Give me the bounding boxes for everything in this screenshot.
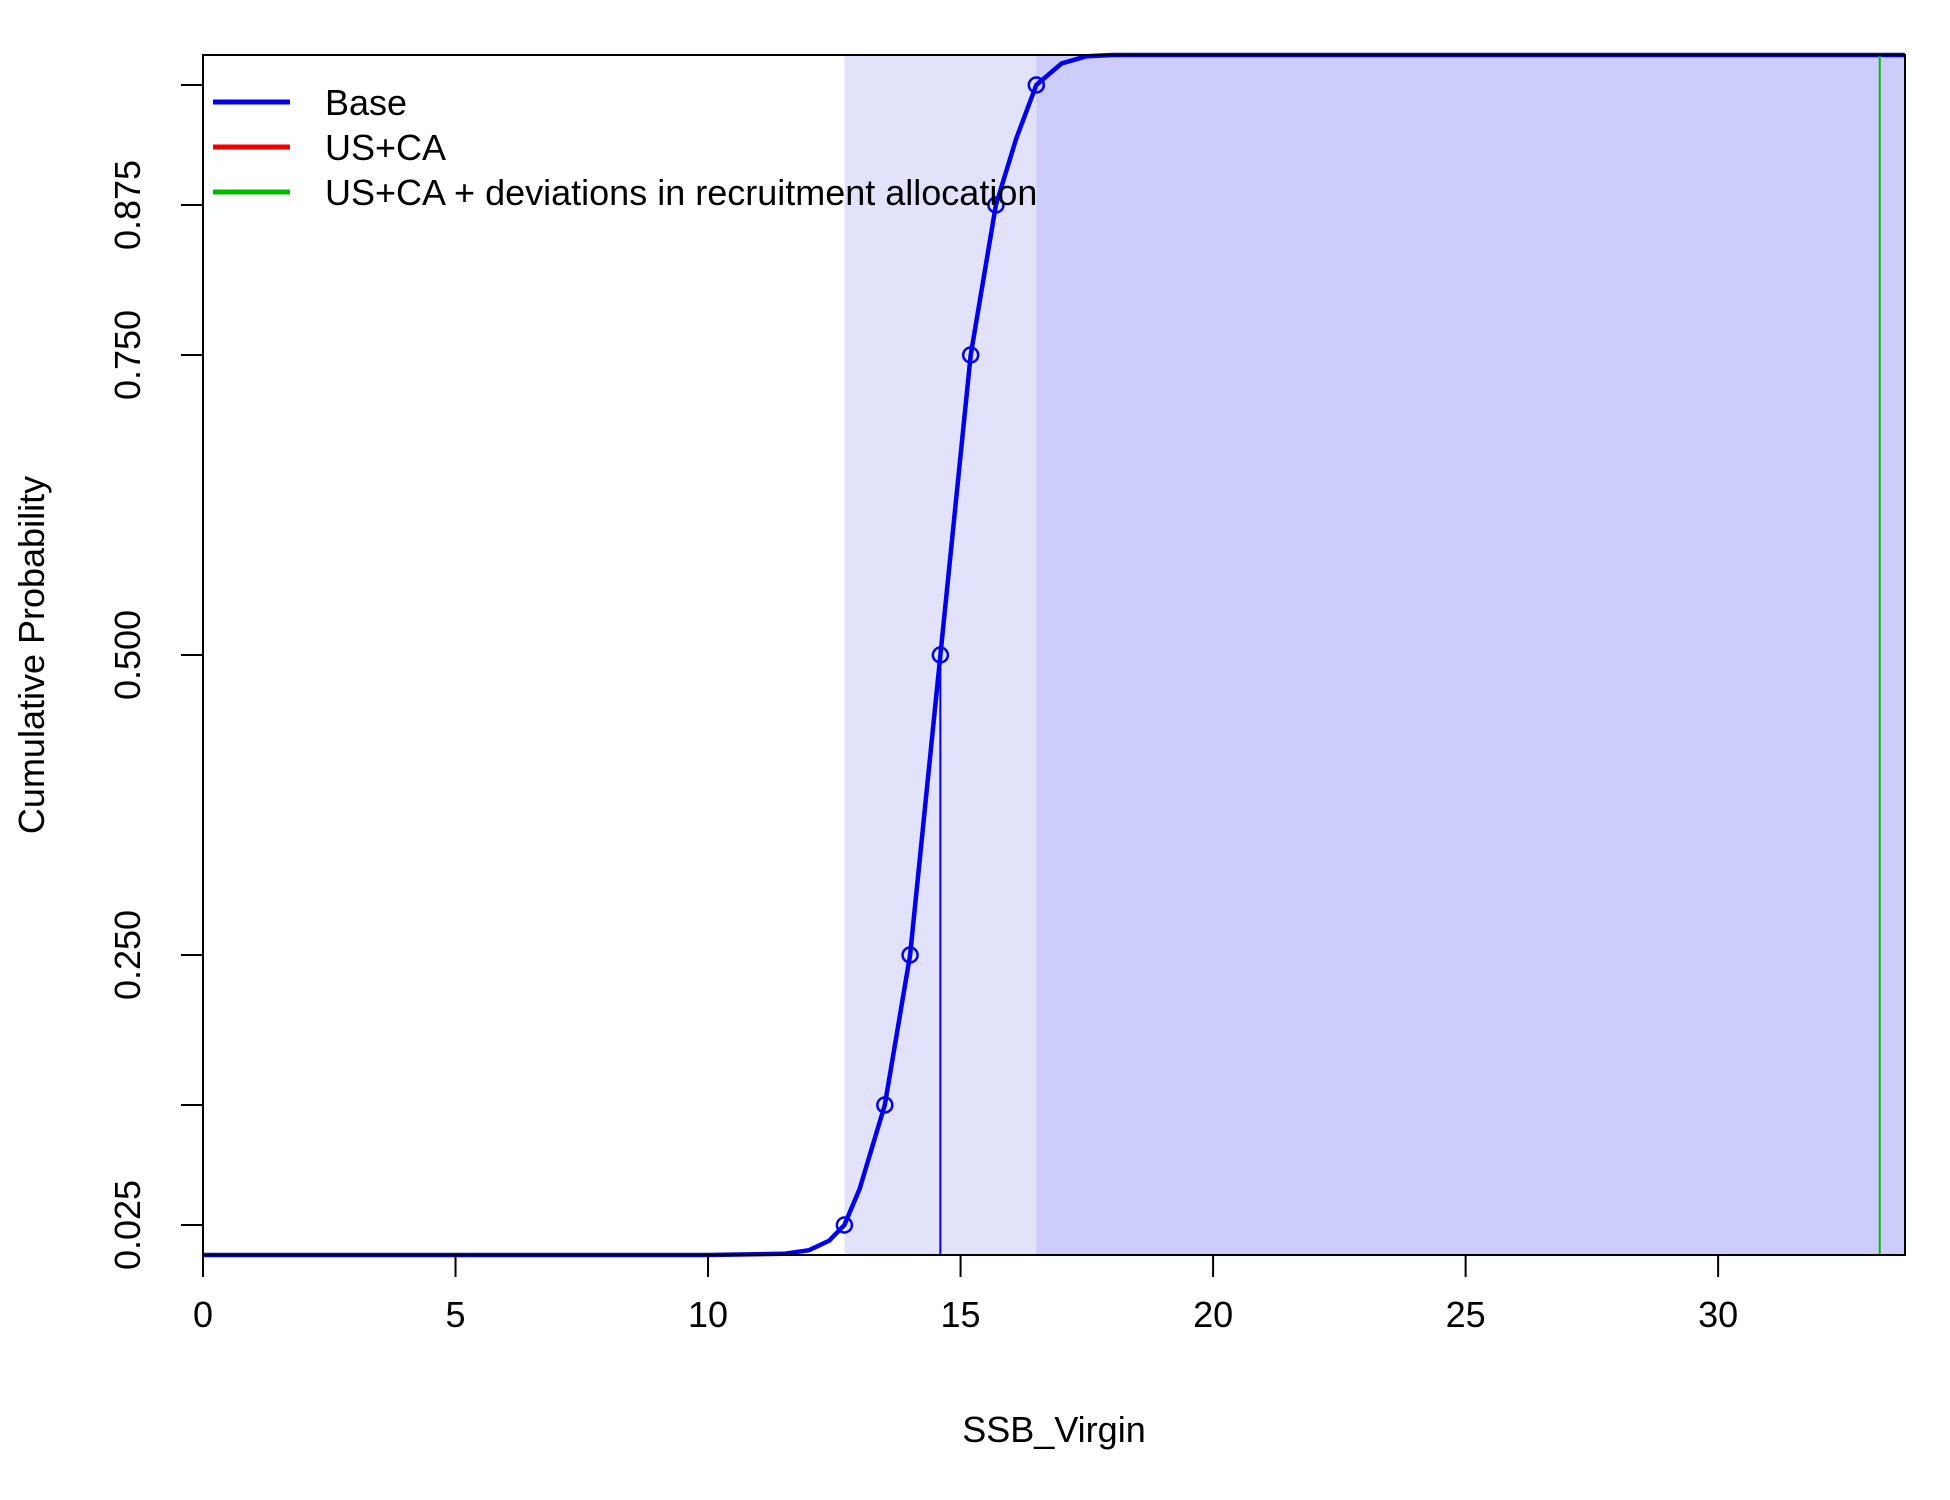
quantile-point: [876, 1096, 894, 1114]
y-tick-label: 0.750: [107, 310, 148, 400]
quantile-point: [961, 346, 980, 364]
quantile-point: [835, 1216, 854, 1234]
quantile-point: [1027, 76, 1046, 94]
x-tick-label: 30: [1698, 1294, 1738, 1335]
legend-label: Base: [325, 82, 407, 123]
y-tick-label: 0.500: [107, 610, 148, 700]
x-axis: 0 5 10 15 20 25 30: [193, 1254, 1738, 1335]
x-tick-label: 10: [688, 1294, 728, 1335]
x-tick-label: 15: [941, 1294, 981, 1335]
x-tick-label: 20: [1193, 1294, 1233, 1335]
x-tick-label: 25: [1446, 1294, 1486, 1335]
x-tick-label: 5: [446, 1294, 466, 1335]
y-axis: 0.025 0.250 0.500 0.750 0.875: [107, 84, 204, 1270]
y-tick-label: 0.250: [107, 910, 148, 1000]
y-tick-label: 0.025: [107, 1180, 148, 1270]
quantile-points: [835, 76, 1046, 1234]
series-line-base: [203, 52, 1905, 1258]
x-axis-label: SSB_Virgin: [962, 1409, 1145, 1450]
x-tick-label: 0: [193, 1294, 213, 1335]
y-axis-label: Cumulative Probability: [11, 476, 52, 834]
quantile-point: [931, 646, 950, 664]
quantile-point: [901, 946, 919, 964]
series-lines: [203, 52, 1905, 1258]
y-tick-label: 0.875: [107, 160, 148, 250]
legend-label: US+CA: [325, 127, 446, 168]
shaded-band-2: [1036, 55, 1905, 1255]
shaded-bands: [844, 55, 1906, 1255]
legend-label: US+CA + deviations in recruitment alloca…: [325, 172, 1037, 213]
quantile-point: [987, 196, 1005, 214]
